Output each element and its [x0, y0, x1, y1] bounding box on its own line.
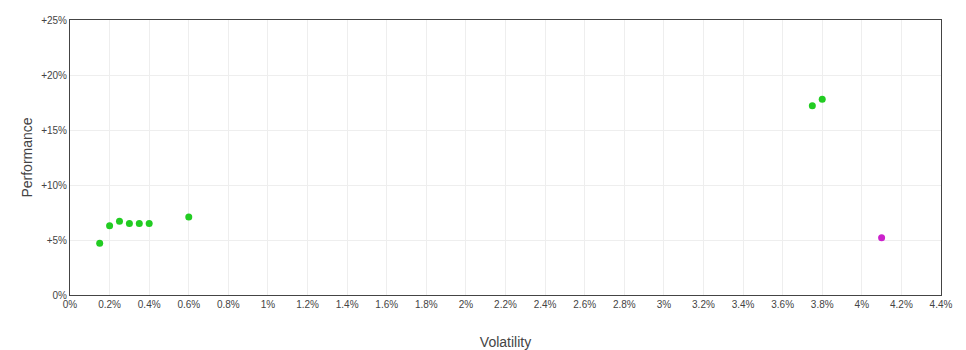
- svg-text:3.8%: 3.8%: [811, 299, 834, 310]
- svg-text:1.6%: 1.6%: [375, 299, 398, 310]
- svg-text:1.8%: 1.8%: [415, 299, 438, 310]
- svg-text:1%: 1%: [261, 299, 276, 310]
- svg-text:Volatility: Volatility: [480, 334, 531, 350]
- svg-text:0.2%: 0.2%: [98, 299, 121, 310]
- svg-text:0%: 0%: [63, 299, 78, 310]
- svg-text:3.4%: 3.4%: [732, 299, 755, 310]
- svg-text:4.4%: 4.4%: [930, 299, 953, 310]
- svg-text:2%: 2%: [459, 299, 474, 310]
- svg-text:+25%: +25%: [41, 15, 67, 26]
- svg-text:0.8%: 0.8%: [217, 299, 240, 310]
- svg-text:2.4%: 2.4%: [534, 299, 557, 310]
- svg-text:4%: 4%: [855, 299, 870, 310]
- svg-text:0.4%: 0.4%: [138, 299, 161, 310]
- svg-text:3.6%: 3.6%: [771, 299, 794, 310]
- svg-text:+15%: +15%: [41, 125, 67, 136]
- svg-text:0%: 0%: [53, 290, 68, 301]
- svg-text:1.4%: 1.4%: [336, 299, 359, 310]
- svg-text:Performance: Performance: [19, 117, 35, 197]
- svg-text:+5%: +5%: [47, 235, 67, 246]
- svg-text:+10%: +10%: [41, 180, 67, 191]
- svg-text:2.2%: 2.2%: [494, 299, 517, 310]
- svg-text:3%: 3%: [657, 299, 672, 310]
- svg-text:4.2%: 4.2%: [890, 299, 913, 310]
- svg-text:2.8%: 2.8%: [613, 299, 636, 310]
- svg-text:0.6%: 0.6%: [177, 299, 200, 310]
- svg-text:3.2%: 3.2%: [692, 299, 715, 310]
- svg-text:+20%: +20%: [41, 70, 67, 81]
- svg-text:2.6%: 2.6%: [573, 299, 596, 310]
- svg-text:1.2%: 1.2%: [296, 299, 319, 310]
